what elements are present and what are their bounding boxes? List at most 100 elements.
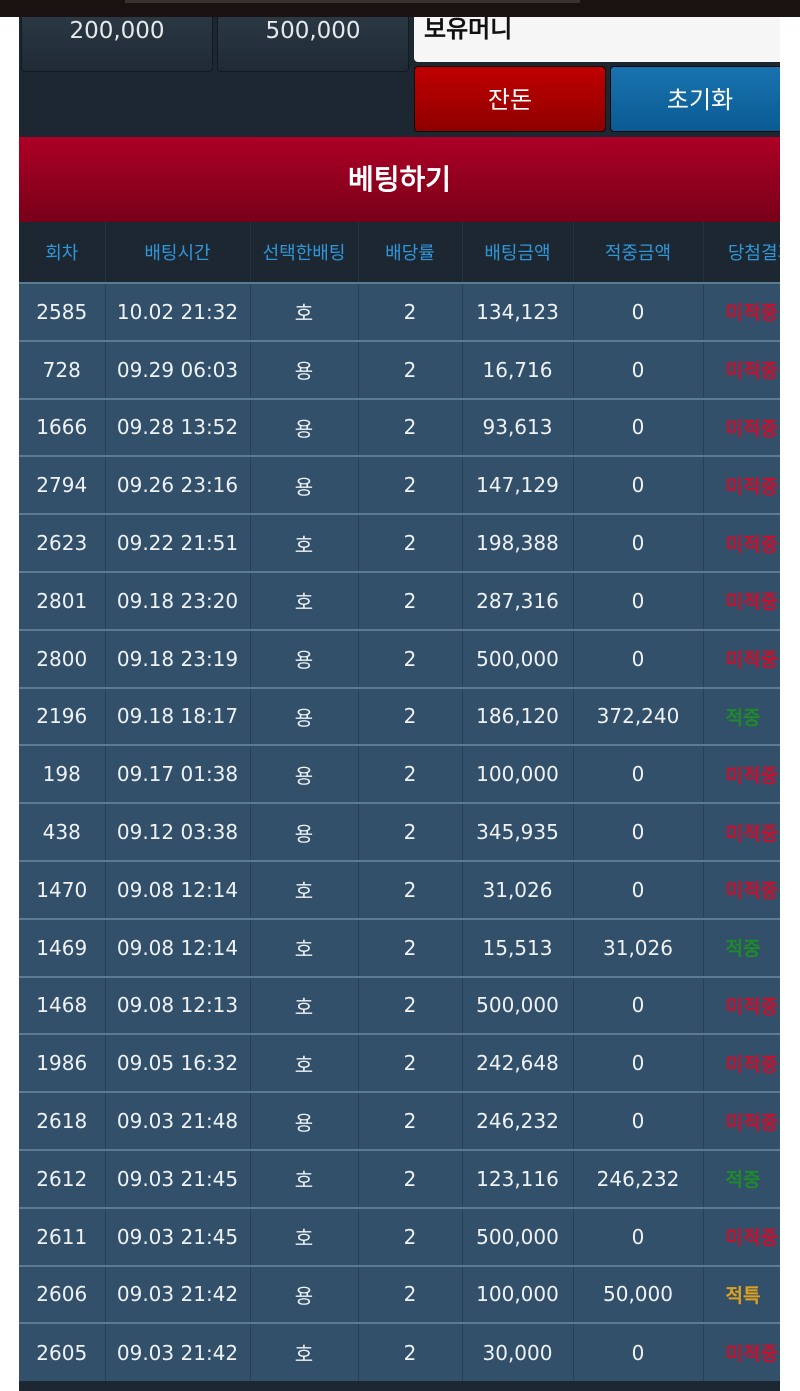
table-cell: 호 [250,1322,359,1382]
table-cell: 246,232 [462,1091,574,1150]
result-badge: 미적중 [703,628,780,688]
balance-button[interactable]: 잔돈 [414,66,606,132]
table-cell: 2 [358,628,463,688]
table-cell: 287,316 [462,570,574,630]
table-cell: 호 [250,282,359,341]
table-cell: 용 [250,802,359,861]
table-cell: 2 [358,1322,463,1382]
table-cell: 호 [250,1206,359,1266]
table-cell: 100,000 [462,744,574,804]
chip-200000-button[interactable]: 200,000 [21,17,213,72]
table-cell: 2 [358,339,463,399]
table-cell: 2 [358,455,463,515]
table-cell: 2 [358,397,463,457]
place-bet-button[interactable]: 베팅하기 [19,137,780,222]
result-badge: 적중 [703,917,780,977]
table-cell: 09.03 21:42 [105,1264,251,1324]
table-cell: 09.08 12:13 [105,975,251,1035]
table-cell: 호 [250,917,359,977]
table-cell: 1986 [19,1033,106,1093]
table-cell: 용 [250,1091,359,1150]
table-cell: 0 [573,513,704,572]
table-cell: 2 [358,917,463,977]
table-cell: 용 [250,455,359,515]
result-badge: 미적중 [703,513,780,572]
table-cell: 2 [358,1148,463,1208]
table-row: 438 09.12 03:38 용 2 345,935 0 미적중 [19,802,780,861]
table-cell: 242,648 [462,1033,574,1093]
table-cell: 2 [358,744,463,804]
result-badge: 미적중 [703,282,780,341]
notch-line [125,0,580,3]
table-cell: 09.12 03:38 [105,802,251,861]
table-cell: 438 [19,802,106,861]
table-cell: 2 [358,975,463,1035]
result-badge: 미적중 [703,975,780,1035]
reset-button[interactable]: 초기화 [610,66,780,132]
table-cell: 용 [250,397,359,457]
table-cell: 2612 [19,1148,106,1208]
table-cell: 09.08 12:14 [105,917,251,977]
table-cell: 0 [573,570,704,630]
column-header: 선택한배팅 [250,222,359,283]
status-bar [0,0,800,17]
money-field[interactable]: 보유머니 [414,17,780,62]
table-cell: 09.03 21:42 [105,1322,251,1382]
table-cell: 1469 [19,917,106,977]
table-cell: 2 [358,1033,463,1093]
table-cell: 용 [250,628,359,688]
table-cell: 0 [573,339,704,399]
result-badge: 적중 [703,686,780,746]
table-row: 1986 09.05 16:32 호 2 242,648 0 미적중 [19,1033,780,1093]
table-cell: 2585 [19,282,106,341]
table-cell: 2 [358,282,463,341]
table-row: 2801 09.18 23:20 호 2 287,316 0 미적중 [19,570,780,630]
table-cell: 0 [573,455,704,515]
table-cell: 345,935 [462,802,574,861]
table-row: 2612 09.03 21:45 호 2 123,116 246,232 적중 [19,1148,780,1208]
betting-panel: 200,000 500,000 보유머니 잔돈 초기화 베팅하기 회차 배팅시간 선… [19,17,780,1391]
table-cell: 0 [573,975,704,1035]
table-cell: 09.03 21:48 [105,1091,251,1150]
table-cell: 2 [358,513,463,572]
chip-500000-button[interactable]: 500,000 [217,17,409,72]
table-cell: 2196 [19,686,106,746]
column-header: 배팅금액 [462,222,574,283]
table-cell: 09.17 01:38 [105,744,251,804]
table-cell: 500,000 [462,1206,574,1266]
result-badge: 적특 [703,1264,780,1324]
table-cell: 0 [573,1091,704,1150]
table-cell: 호 [250,1148,359,1208]
result-badge: 미적중 [703,397,780,457]
table-cell: 09.22 21:51 [105,513,251,572]
table-cell: 호 [250,975,359,1035]
table-cell: 09.18 18:17 [105,686,251,746]
result-badge: 미적중 [703,802,780,861]
table-cell: 31,026 [462,859,574,919]
table-row: 2606 09.03 21:42 용 2 100,000 50,000 적특 [19,1264,780,1324]
table-row: 2585 10.02 21:32 호 2 134,123 0 미적중 [19,282,780,341]
table-cell: 100,000 [462,1264,574,1324]
result-badge: 미적중 [703,1091,780,1150]
table-cell: 09.28 13:52 [105,397,251,457]
table-cell: 16,716 [462,339,574,399]
table-cell: 용 [250,1264,359,1324]
table-cell: 2800 [19,628,106,688]
table-cell: 0 [573,397,704,457]
table-cell: 31,026 [573,917,704,977]
table-cell: 09.26 23:16 [105,455,251,515]
table-cell: 246,232 [573,1148,704,1208]
table-cell: 0 [573,282,704,341]
table-cell: 2 [358,1091,463,1150]
table-cell: 2794 [19,455,106,515]
table-cell: 0 [573,802,704,861]
table-cell: 500,000 [462,628,574,688]
table-row: 2605 09.03 21:42 호 2 30,000 0 미적중 [19,1322,780,1382]
table-cell: 0 [573,859,704,919]
column-header: 적중금액 [573,222,704,283]
column-header: 당첨결과 [703,222,780,283]
table-cell: 93,613 [462,397,574,457]
table-cell: 09.03 21:45 [105,1148,251,1208]
table-cell: 2801 [19,570,106,630]
table-cell: 호 [250,513,359,572]
